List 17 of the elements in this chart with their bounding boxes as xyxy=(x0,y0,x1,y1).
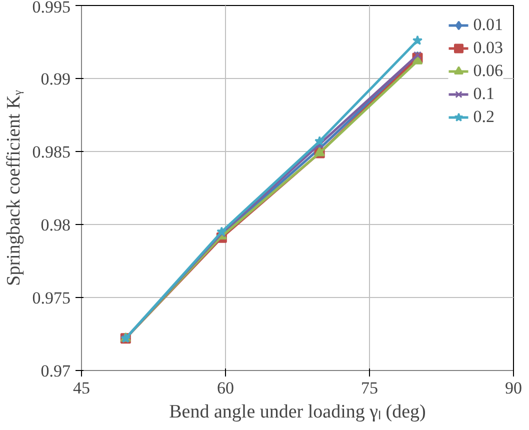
y-tick-label: 0.98 xyxy=(40,216,70,234)
legend-label: 0.01 xyxy=(473,15,503,35)
y-tick-label: 0.99 xyxy=(40,70,70,88)
legend-label: 0.2 xyxy=(473,107,494,127)
legend-label: 0.03 xyxy=(473,38,503,58)
y-tick-label: 0.995 xyxy=(32,0,70,16)
x-tick-label: 75 xyxy=(361,378,378,398)
x-tick-label: 45 xyxy=(73,378,90,398)
x-axis-title: Bend angle under loading γₗ (deg) xyxy=(169,402,426,422)
x-tick-label: 60 xyxy=(217,378,234,398)
y-tick-label: 0.975 xyxy=(32,288,70,308)
y-axis-title: Springback coefficient Kᵧ xyxy=(3,90,24,286)
legend-label: 0.1 xyxy=(473,84,494,104)
y-tick-label: 0.97 xyxy=(40,362,71,380)
y-tick-label: 0.985 xyxy=(32,142,70,162)
x-tick-label: 90 xyxy=(505,378,522,398)
legend-label: 0.06 xyxy=(473,61,503,81)
